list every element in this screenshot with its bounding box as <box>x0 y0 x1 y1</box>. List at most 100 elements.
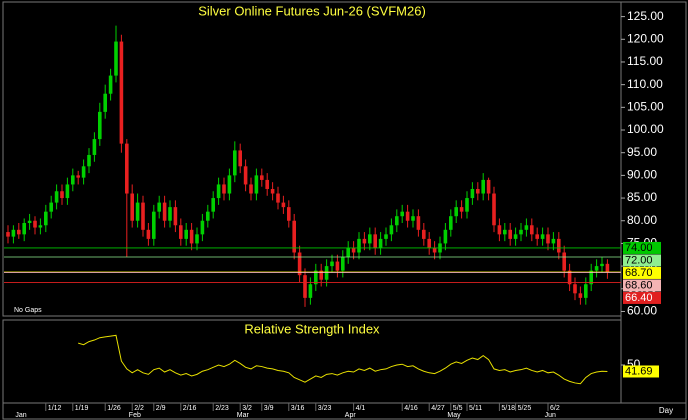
candle-body <box>303 275 307 298</box>
candle-body <box>130 193 134 221</box>
candle-body <box>584 284 588 298</box>
x-tick-label: 1/26 <box>107 405 121 412</box>
candle-body <box>233 150 237 176</box>
candle-body <box>227 175 232 194</box>
candle-body <box>400 211 404 217</box>
x-tick-label: 6/2 <box>550 405 560 412</box>
candle-body <box>162 202 167 221</box>
x-tick-label: 3/23 <box>318 405 332 412</box>
level-label-box <box>623 266 661 279</box>
candle-body <box>254 175 259 194</box>
candle-body <box>211 198 215 212</box>
x-tick-label: 5/25 <box>518 405 532 412</box>
candle-body <box>503 229 507 235</box>
candle-body <box>605 263 610 272</box>
candle-body <box>600 263 604 267</box>
candle-body <box>519 229 523 235</box>
candle-body <box>103 93 107 112</box>
month-label: Jun <box>545 412 556 419</box>
candle-body <box>411 216 415 221</box>
x-tick-label: 4/27 <box>431 405 445 412</box>
candle-body <box>578 293 583 298</box>
candle-body <box>125 143 129 194</box>
x-tick-label: 5/11 <box>469 405 482 412</box>
y-tick-label: 95.00 <box>627 145 657 159</box>
candle-body <box>330 261 334 267</box>
candle-body <box>238 150 242 167</box>
candle-body <box>443 229 448 244</box>
candle-body <box>141 202 145 230</box>
x-tick-label: 2/16 <box>183 405 197 412</box>
candle-body <box>173 207 178 226</box>
candle-body <box>470 188 475 199</box>
candle-body <box>152 211 156 239</box>
candle-body <box>324 266 329 280</box>
candle-body <box>87 154 91 167</box>
candle-body <box>341 257 345 271</box>
candle-body <box>449 216 453 230</box>
candle-body <box>281 202 286 208</box>
candle-body <box>114 41 118 76</box>
candle-body <box>168 207 172 221</box>
candle-body <box>513 234 518 239</box>
level-label: 68.60 <box>625 279 653 291</box>
note: No Gaps <box>14 307 42 314</box>
candle-body <box>81 166 86 178</box>
candle-body <box>265 179 269 189</box>
candle-body <box>589 270 593 285</box>
level-label: 66.40 <box>625 292 653 304</box>
candle-body <box>384 234 388 239</box>
y-tick-label: 120.00 <box>627 31 664 45</box>
candle-body <box>486 179 491 194</box>
level-label-box <box>623 254 661 267</box>
candle-body <box>308 284 313 298</box>
candle-body <box>573 284 577 294</box>
x-axis-frame <box>2 402 687 420</box>
x-tick-label: 5/18 <box>501 405 515 412</box>
x-tick-label: 3/16 <box>291 405 305 412</box>
candle-body <box>557 238 561 253</box>
candle-body <box>49 202 53 212</box>
y-tick-label: 105.00 <box>627 100 664 114</box>
candle-body <box>98 111 102 140</box>
month-label: Apr <box>345 412 357 419</box>
level-label: 72.00 <box>625 254 653 266</box>
candle-body <box>540 234 545 239</box>
x-tick-label: 2/9 <box>156 405 166 412</box>
y-tick-label: 60.00 <box>627 304 657 318</box>
candle-body <box>416 216 421 230</box>
chart-title: Silver Online Futures Jun-26 (SVFM26) <box>198 3 426 18</box>
x-tick-label: 4/1 <box>356 405 366 412</box>
level-label-box <box>623 241 661 254</box>
y-tick-label: 90.00 <box>627 168 657 182</box>
candle-body <box>243 166 248 185</box>
candle-body <box>65 184 70 199</box>
month-label: Mar <box>237 412 250 419</box>
last-value-box <box>623 365 659 378</box>
rsi-title: Relative Strength Index <box>244 321 380 336</box>
candle-body <box>459 207 464 212</box>
candle-body <box>292 220 296 253</box>
candle-body <box>562 252 566 271</box>
x-tick-label: 4/16 <box>404 405 418 412</box>
candle-body <box>222 184 226 194</box>
candle-body <box>497 225 502 235</box>
candle-body <box>38 225 43 228</box>
candle-body <box>108 75 113 94</box>
candle-body <box>362 238 367 244</box>
y-tick-label: 85.00 <box>627 190 657 204</box>
level-label-box <box>623 291 661 304</box>
candle-body <box>368 234 372 244</box>
y-tick-label: 100.00 <box>627 122 664 136</box>
candle-body <box>276 193 280 203</box>
x-tick-label: 1/12 <box>48 405 62 412</box>
candle-body <box>249 184 253 194</box>
candle-body <box>76 175 80 178</box>
candle-body <box>465 198 469 212</box>
candle-body <box>357 238 361 253</box>
candle-body <box>44 211 48 226</box>
level-label-box <box>623 279 661 292</box>
month-label: May <box>447 412 461 419</box>
